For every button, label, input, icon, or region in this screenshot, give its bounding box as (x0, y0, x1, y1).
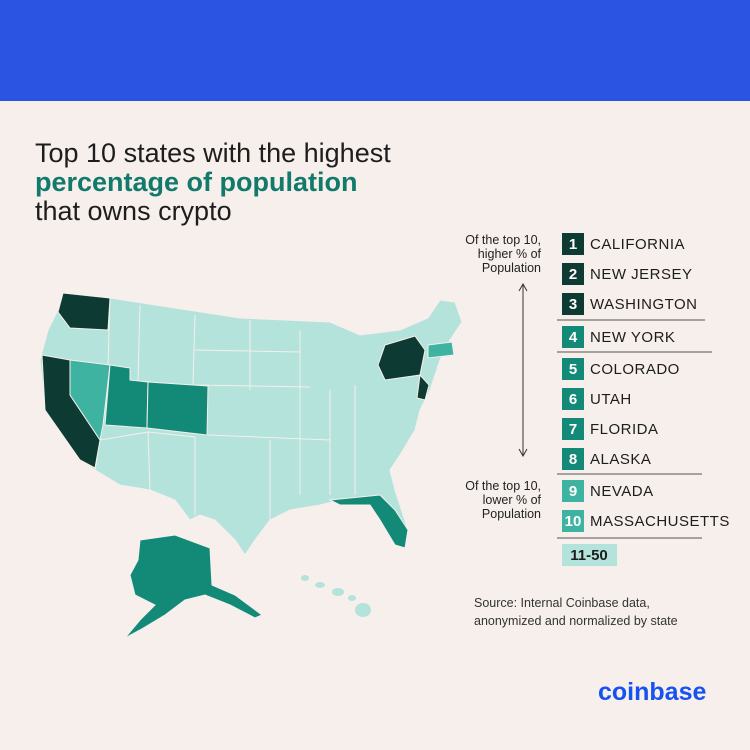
rank-box (562, 358, 584, 380)
nevada (69, 359, 111, 442)
rank-number: 2 (569, 266, 577, 283)
annotation: lower % of (483, 493, 542, 507)
rank-number: 3 (569, 296, 577, 313)
rank-number: 6 (569, 391, 577, 408)
annotation: Of the top 10, (465, 479, 541, 493)
rank-box (562, 326, 584, 348)
colorado (146, 381, 209, 436)
rank-number: 4 (569, 329, 578, 346)
hawaii (301, 575, 371, 617)
rank-number: 10 (565, 513, 582, 530)
arrow-heads (518, 282, 528, 458)
source: anonymized and normalized by state (474, 614, 678, 628)
rank-number: 1 (569, 236, 577, 253)
other-box (562, 544, 617, 566)
alaska (124, 534, 263, 639)
rank-number: 8 (569, 451, 577, 468)
washington (57, 292, 111, 331)
state-name: NEW YORK (590, 329, 675, 346)
rank-box (562, 263, 584, 285)
state-name: FLORIDA (590, 421, 659, 438)
massachusetts (427, 341, 455, 359)
florida (328, 494, 409, 549)
rank-number: 9 (569, 483, 577, 500)
title-line: that owns crypto (35, 196, 232, 226)
title-highlight: percentage of population (35, 167, 358, 197)
us-map (39, 292, 463, 639)
rank-box (562, 480, 584, 502)
state-borders (94, 297, 356, 520)
rank-box (562, 510, 584, 532)
state-name: COLORADO (590, 361, 680, 378)
state-name: MASSACHUSETTS (590, 513, 730, 530)
rank-number: 7 (569, 421, 577, 438)
rank-box (562, 233, 584, 255)
rank-box (562, 293, 584, 315)
rank-box (562, 388, 584, 410)
state-name: NEW JERSEY (590, 266, 693, 283)
state-name: WASHINGTON (590, 296, 698, 313)
state-name: UTAH (590, 391, 632, 408)
top-band (0, 0, 750, 101)
state-name: CALIFORNIA (590, 236, 685, 253)
state-name: NEVADA (590, 483, 654, 500)
new-jersey (416, 373, 430, 401)
title-line: Top 10 states with the highest (35, 138, 391, 168)
other-label: 11-50 (570, 547, 608, 564)
legend: 1 CALIFORNIA 2 NEW JERSEY 3 WASHINGTON 4 NEW YO… (465, 233, 730, 566)
annotation: higher % of (478, 247, 542, 261)
rank-box (562, 418, 584, 440)
source: Source: Internal Coinbase data, (474, 596, 650, 610)
annotation: Population (482, 507, 541, 521)
rank-number: 5 (569, 361, 577, 378)
logo: coinbase (598, 678, 706, 706)
annotation: Of the top 10, (465, 233, 541, 247)
rank-box (562, 448, 584, 470)
state-name: ALASKA (590, 451, 651, 468)
annotation: Population (482, 261, 541, 275)
